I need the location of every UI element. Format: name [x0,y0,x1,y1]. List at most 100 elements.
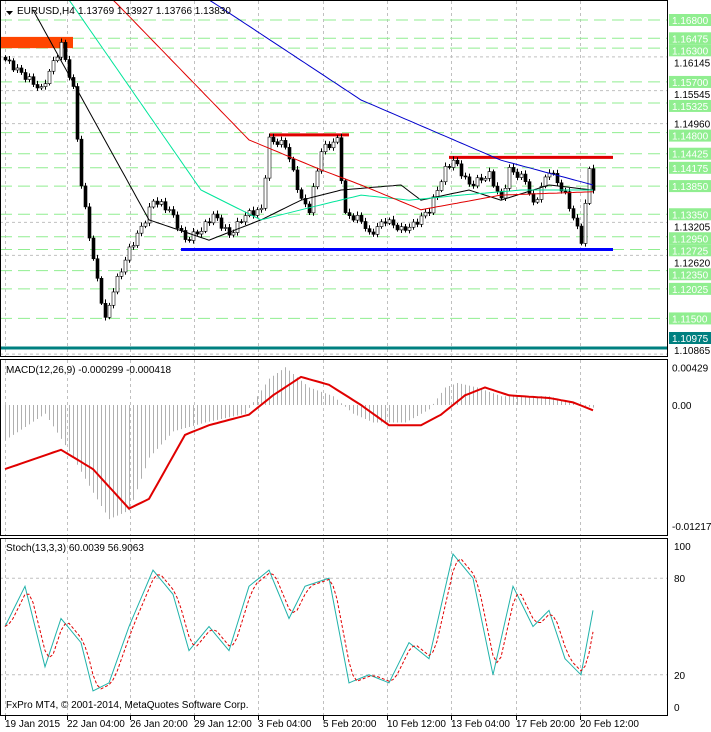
time-label: 3 Feb 04:00 [258,719,312,730]
level-label: 1.14800 [672,132,709,143]
candle-body [7,59,12,62]
candle-body [67,59,72,78]
stoch-main-line [4,552,594,692]
grid [0,1,668,715]
candle-body [447,166,452,168]
candle-body [411,221,416,228]
level-label-bg [669,282,711,295]
candle-body [331,141,336,149]
candle-body [319,151,324,172]
price-tick-label: 1.10865 [674,346,711,357]
level-label-bg [669,208,711,221]
candle-body [463,175,468,178]
candle-body [263,177,268,209]
candle-body [107,304,112,318]
candle-body [571,208,576,219]
stoch-title: Stoch(13,3,3) 60.0039 56.9063 [6,543,144,554]
candle-body [455,159,460,165]
candle-body [23,72,28,80]
candle-body [75,86,80,140]
candle-body [395,224,400,231]
candle-body [175,214,180,229]
resistance-zone [0,36,73,49]
candle-body [539,186,544,200]
candle-body [431,196,436,214]
candle-body [43,83,48,87]
candle-body [527,181,532,194]
candle-body [99,278,104,304]
candle-body [423,211,428,217]
candle-body [215,213,220,219]
level-label-bg [669,129,711,142]
price-tick-label: 1.15545 [674,90,711,101]
candle-body [419,215,424,225]
candle-body [31,76,36,85]
candle-body [79,138,84,187]
candle-body [59,42,64,58]
candle-body [83,185,88,208]
candle-body [55,56,60,61]
macd-tick-label: 0.00 [672,401,692,412]
level-label-bg [669,147,711,160]
candle-body [299,189,304,199]
level-label-bg [669,244,711,257]
ohlc-values: 1.13769 1.13927 1.13766 1.13830 [78,6,231,17]
stoch-tick-label: 100 [674,542,691,553]
level-label-bg [669,180,711,193]
candle-body [235,221,240,233]
symbol-header: EURUSD,H4 1.13769 1.13927 1.13766 1.1383… [6,6,231,17]
dropdown-triangle-icon[interactable] [6,11,13,15]
candle-body [223,227,228,229]
candle-body [543,176,548,187]
candle-body [143,222,148,227]
candle-body [567,191,572,209]
level-label: 1.16800 [672,16,709,27]
candle-body [151,200,156,208]
candle-body [19,67,24,73]
level-label-bg [669,232,711,245]
candle-body [71,77,76,87]
candle-body [311,186,316,214]
candle-body [363,221,368,229]
candle-body [443,166,448,183]
price-tick-label: 1.13205 [674,222,711,233]
level-label: 1.12950 [672,234,709,245]
level-label: 1.13350 [672,210,709,221]
candle-body [127,246,132,261]
candle-body [451,159,456,168]
level-label-bg [669,14,711,26]
stoch-signal-line [4,558,594,690]
candle-body [587,168,592,204]
candle-body [575,217,580,227]
candle-body [379,221,384,227]
candle-body [119,271,124,277]
candle-body [367,228,372,233]
candle-body [407,226,412,231]
candle-body [503,188,508,199]
level-label: 1.14175 [672,164,709,175]
candle-body [287,147,292,160]
candle-body [483,178,488,181]
candle-body [171,209,176,216]
candle-body [579,225,584,244]
level-label: 1.16300 [672,46,709,57]
candle-body [87,206,92,239]
time-label: 22 Jan 04:00 [67,719,125,730]
candle-body [315,170,320,188]
level-label-bg [669,268,711,281]
candle-body [359,215,364,222]
level-label: 1.15325 [672,102,709,113]
level-label: 1.15700 [672,78,709,89]
annotations [0,36,668,350]
candle-body [167,209,172,211]
current-price-label: 1.10975 [672,334,709,345]
ma-line-slow [112,0,594,211]
candle-body [211,213,216,224]
candle-body [63,42,68,60]
candle-body [135,232,140,246]
macd-title: MACD(12,26,9) -0.000299 -0.000418 [6,365,172,376]
main-panel-frame [0,0,668,357]
level-label: 1.13850 [672,182,709,193]
